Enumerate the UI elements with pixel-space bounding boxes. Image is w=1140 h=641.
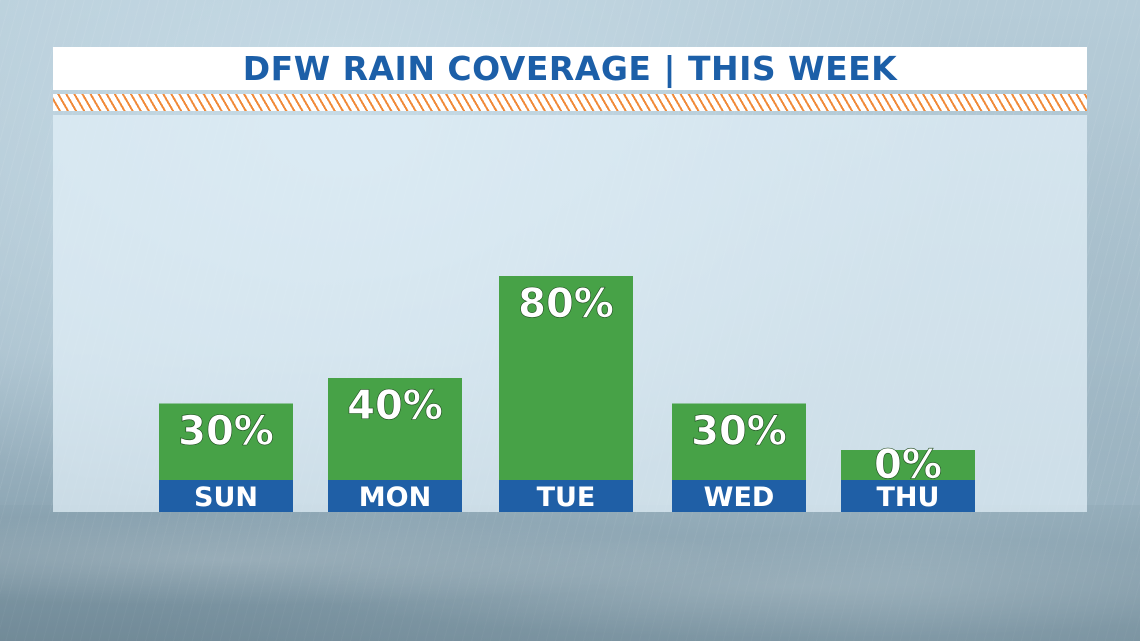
value-label-wed: 30% <box>691 409 787 455</box>
day-label-mon: MON <box>359 482 431 512</box>
day-label-thu: THU <box>877 482 940 512</box>
value-label-thu: 0% <box>874 442 942 488</box>
title-bar: DFW RAIN COVERAGE | THIS WEEK <box>53 47 1087 90</box>
bar-wed <box>672 403 806 480</box>
day-label-bg-sun <box>159 480 293 512</box>
day-label-wed: WED <box>704 482 775 512</box>
chart-title: DFW RAIN COVERAGE | THIS WEEK <box>242 49 898 88</box>
bar-tue <box>499 276 633 480</box>
day-label-bg-tue <box>499 480 633 512</box>
bar-thu <box>841 450 975 480</box>
value-label-tue: 80% <box>518 281 614 327</box>
day-label-bg-thu <box>841 480 975 512</box>
day-label-bg-mon <box>328 480 462 512</box>
value-label-mon: 40% <box>347 383 443 429</box>
day-label-sun: SUN <box>194 482 258 512</box>
orange-stripe-divider <box>53 90 1087 115</box>
bar-sun <box>159 403 293 480</box>
value-label-sun: 30% <box>178 409 274 455</box>
bar-mon <box>328 378 462 480</box>
day-label-tue: TUE <box>537 482 596 512</box>
day-label-bg-wed <box>672 480 806 512</box>
wet-ground-background <box>0 505 1140 641</box>
